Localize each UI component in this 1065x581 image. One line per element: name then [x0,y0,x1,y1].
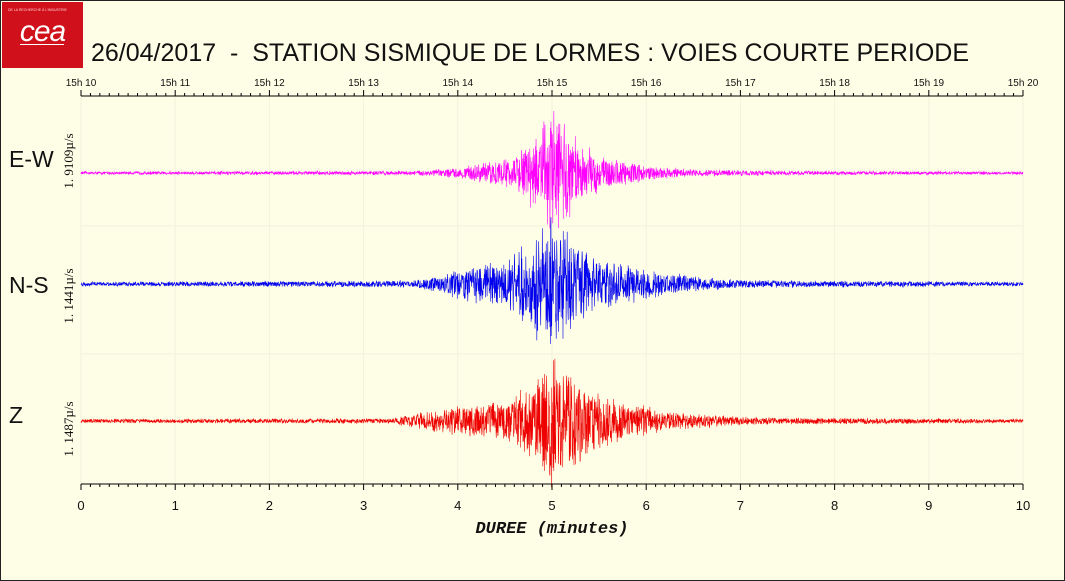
x-tick-label: 3 [360,498,367,513]
top-tick-label: 15h 11 [160,78,190,89]
channel-label: N-S [9,272,49,298]
x-tick-label: 5 [548,498,555,513]
x-tick-label: 10 [1016,498,1030,513]
top-tick-label: 15h 15 [537,78,568,89]
top-tick-label: 15h 10 [66,78,97,89]
traces [80,111,1024,488]
top-tick-label: 15h 18 [819,78,850,89]
x-tick-label: 9 [925,498,932,513]
trace-z [80,358,1024,488]
x-axis-label: DUREE (minutes) [475,520,628,539]
cea-logo: DE LA RECHERCHE À L'INDUSTRIE cea [2,2,83,68]
top-tick-label: 15h 20 [1008,78,1039,89]
trace-ew [80,111,1024,229]
axes: 15h 10 15h 11 15h 12 15h 13 15h 14 15h 15 15h … [66,78,1039,539]
x-tick-label: 6 [643,498,650,513]
x-tick-label: 0 [77,498,84,513]
scale-label: 1. 1487µ/s [61,401,76,456]
logo-tagline: DE LA RECHERCHE À L'INDUSTRIE [8,8,67,12]
top-tick-label: 15h 16 [631,78,662,89]
x-tick-label: 7 [737,498,744,513]
x-tick-label: 8 [831,498,838,513]
channel-label: Z [9,402,23,428]
top-tick-label: 15h 13 [348,78,379,89]
x-tick-label: 2 [266,498,273,513]
top-tick-label: 15h 12 [254,78,285,89]
scale-label: 1. 9109µ/s [61,133,76,188]
top-tick-label: 15h 17 [725,78,756,89]
logo-underline [20,44,64,45]
logo-text: cea [19,15,66,48]
channel-label: E-W [9,146,54,172]
top-tick-label: 15h 19 [914,78,945,89]
trace-ns [80,217,1024,344]
top-tick-label: 15h 14 [443,78,474,89]
chart-title: 26/04/2017 - STATION SISMIQUE DE LORMES … [91,39,970,67]
scale-label: 1. 1441µ/s [61,268,76,323]
x-tick-label: 4 [454,498,461,513]
channel-labels: E-W 1. 9109µ/s N-S 1. 1441µ/s Z 1. 1487µ/s [9,133,76,456]
x-tick-label: 1 [172,498,179,513]
